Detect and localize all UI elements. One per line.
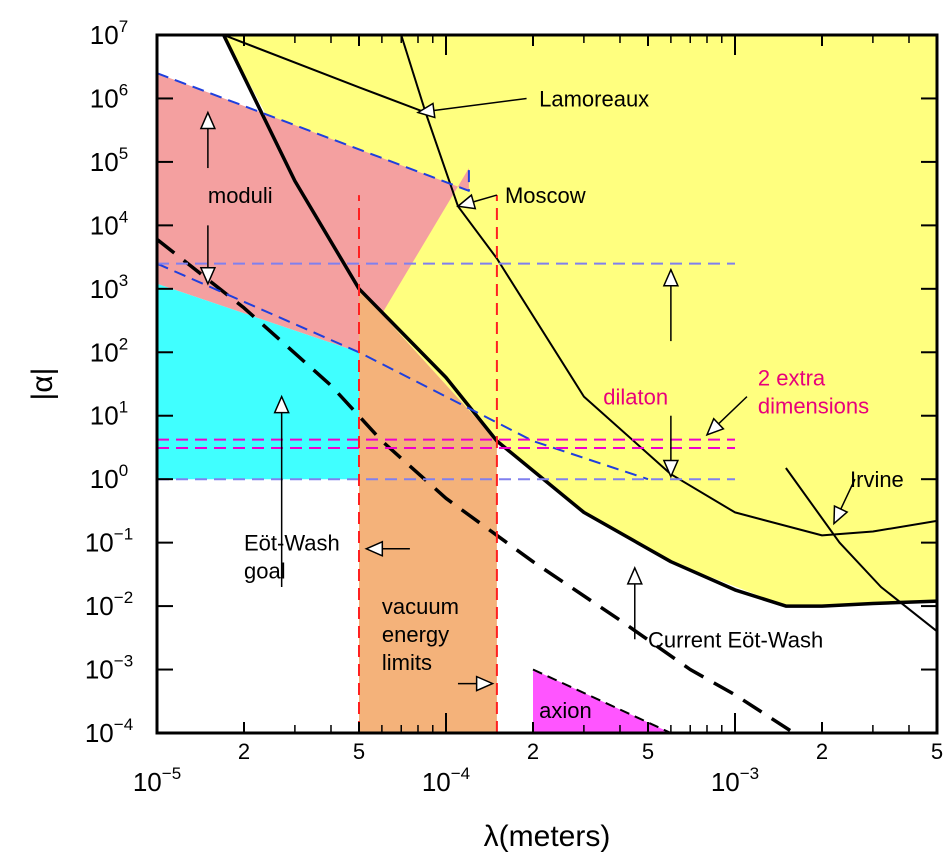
y-tick-label: 10−4: [85, 715, 133, 748]
y-tick-label: 104: [90, 207, 128, 240]
annotation-arrow-shaft: [433, 97, 527, 112]
annotation-dilaton: dilaton: [603, 385, 668, 410]
x-minor-tick-label: 5: [642, 739, 654, 764]
y-tick-label: 101: [90, 398, 128, 431]
x-axis-title: λ(meters): [484, 820, 611, 853]
x-minor-tick-label: 2: [816, 739, 828, 764]
annotations: Lamoreaux Moscow moduli dilaton 2 extra dimen…: [199, 86, 904, 723]
curve-axion-edge: [532, 668, 672, 733]
annotation-irvine: Irvine: [850, 467, 904, 492]
annotation-vacuum-energy-limits: vacuum: [382, 594, 459, 619]
x-minor-tick-label: 2: [527, 739, 539, 764]
curve-current-e-t-wash: [222, 35, 937, 608]
curve-e-t-wash-goal: [157, 238, 795, 733]
x-minor-tick-label: 2: [238, 739, 250, 764]
annotation-eot-wash-goal: Eöt-Wash: [244, 531, 340, 556]
region-eot-wash-goal: [157, 283, 359, 480]
annotation-arrow-head: [662, 267, 680, 287]
annotation-eot-wash-goal: goal: [244, 559, 286, 584]
annotation-arrow-head: [705, 417, 725, 437]
axis-ticks: 107 106 105 104 103 102 101 100 10−1 10−2 10−3 10−4…: [85, 17, 943, 797]
y-tick-label: 10−1: [85, 525, 133, 558]
plot-frame: [155, 33, 939, 735]
x-minor-tick-label: 5: [931, 739, 943, 764]
y-tick-label: 107: [90, 17, 128, 50]
annotation-arrow-shaft: [840, 478, 856, 510]
annotation-extra-dimensions: 2 extra: [758, 366, 826, 391]
annotation-arrow-head: [273, 394, 290, 414]
y-tick-label: 10−2: [85, 588, 133, 621]
annotation-moscow: Moscow: [505, 183, 586, 208]
annotation-axion: axion: [539, 698, 592, 723]
annotation-arrow-head: [626, 566, 643, 585]
annotation-vacuum-energy-limits: energy: [382, 622, 449, 647]
y-tick-label: 102: [90, 334, 128, 367]
y-axis-title: |α|: [26, 368, 59, 401]
region-vacuum-energy: [359, 288, 497, 733]
y-tick-label: 10−3: [85, 652, 133, 685]
y-tick-label: 100: [90, 461, 128, 494]
curve-lamoreaux: [223, 35, 937, 537]
annotation-arrow-head: [662, 459, 680, 479]
x-tick-label: 10−3: [711, 764, 759, 797]
annotation-extra-dimensions: dimensions: [758, 394, 869, 419]
annotation-arrow-head: [416, 102, 436, 119]
annotation-arrow-head: [475, 675, 495, 692]
x-tick-label: 10−5: [133, 764, 181, 797]
x-tick-label: 10−4: [422, 764, 470, 797]
annotation-moduli: moduli: [208, 183, 273, 208]
annotation-arrow-shaft: [473, 194, 498, 203]
annotation-lamoreaux: Lamoreaux: [539, 86, 649, 111]
x-minor-tick-label: 5: [353, 739, 365, 764]
curve-moduli-lower: [157, 262, 649, 481]
constraint-curves: [157, 35, 937, 733]
annotation-arrow-head: [456, 193, 477, 210]
y-tick-label: 103: [90, 271, 128, 304]
curve-irvine: [785, 467, 937, 633]
annotation-arrow-head: [833, 504, 849, 526]
annotation-vacuum-energy-limits: limits: [382, 650, 432, 675]
shaded-regions: [157, 35, 937, 733]
curve-moduli-upper: [157, 72, 470, 192]
annotation-arrow-shaft: [718, 396, 748, 425]
curve-moscow: [400, 35, 427, 113]
y-tick-label: 105: [90, 144, 128, 177]
annotation-arrow-head: [199, 267, 217, 286]
annotation-arrow-head: [199, 110, 217, 130]
annotation-arrow-head: [364, 540, 384, 557]
annotation-current-eot-wash: Current Eöt-Wash: [648, 627, 823, 652]
y-tick-label: 106: [90, 80, 128, 113]
